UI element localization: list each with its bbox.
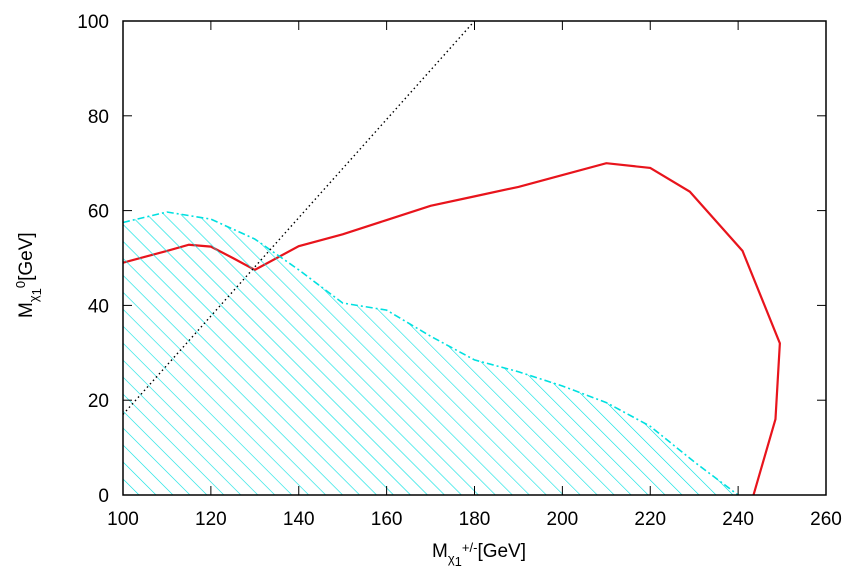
x-axis-label-unit: [GeV] (477, 541, 526, 562)
y-axis-label-sup: 0 (13, 281, 28, 288)
y-axis-label-sub: χ (26, 295, 41, 302)
x-tick-label-2: 140 (283, 509, 315, 530)
y-tick-label-0: 0 (98, 486, 109, 507)
y-tick-label-2: 40 (88, 296, 109, 317)
y-tick-label-4: 80 (88, 107, 109, 128)
tick-labels: 100 120 140 160 180 200 220 240 260 0 20 40 60 80 100 (77, 12, 842, 530)
x-axis-label-sub-sub: 1 (455, 554, 462, 569)
x-axis-label-sub: χ (448, 551, 455, 566)
series-line-1 (123, 211, 739, 495)
x-axis-label-main: M (432, 541, 448, 562)
y-axis-label: Mχ10[GeV] (13, 232, 44, 318)
excluded-region-fill (123, 212, 739, 495)
x-axis-label: Mχ1+/-[GeV] (432, 540, 526, 569)
y-tick-label-3: 60 (88, 202, 109, 223)
y-tick-label-5: 100 (77, 12, 109, 33)
x-tick-label-7: 240 (722, 509, 754, 530)
plot-area (123, 21, 781, 495)
y-axis-label-sub-sub: 1 (29, 288, 44, 295)
y-axis-label-main: M (16, 302, 37, 318)
x-axis-label-sup: +/- (462, 540, 478, 555)
y-tick-label-1: 20 (88, 391, 109, 412)
x-tick-label-6: 220 (634, 509, 666, 530)
x-tick-label-5: 200 (547, 509, 579, 530)
axis-ticks (122, 20, 827, 496)
x-tick-label-1: 120 (195, 509, 227, 530)
x-tick-label-4: 180 (459, 509, 491, 530)
x-tick-label-0: 100 (107, 509, 139, 530)
x-tick-label-8: 260 (810, 509, 842, 530)
y-axis-label-unit: [GeV] (16, 232, 37, 281)
x-tick-label-3: 160 (371, 509, 403, 530)
